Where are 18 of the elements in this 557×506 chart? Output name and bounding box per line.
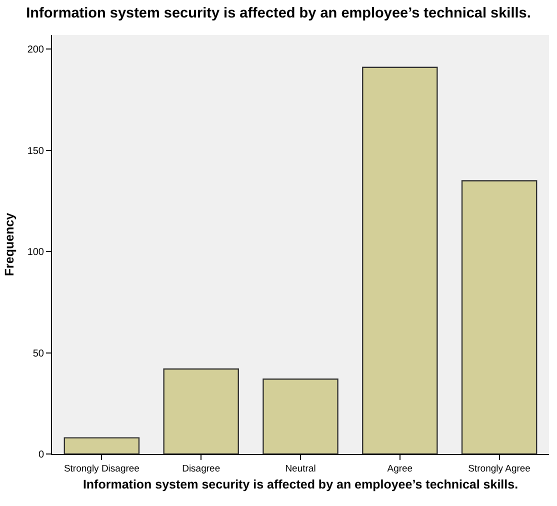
bar <box>461 180 538 454</box>
y-axis-title: Frequency <box>2 212 16 276</box>
bar <box>163 368 239 454</box>
bar <box>362 66 438 454</box>
x-tick-label: Strongly Agree <box>468 463 530 474</box>
chart-title: Information system security is affected by an employee’s technical skills. <box>26 6 531 22</box>
bar <box>64 437 140 454</box>
y-tick-label: 150 <box>27 146 44 157</box>
x-tick-label: Strongly Disagree <box>64 463 140 474</box>
bar <box>262 378 338 454</box>
x-tick-label: Agree <box>387 463 413 474</box>
y-tick-label: 100 <box>27 247 44 258</box>
x-tick-label: Disagree <box>182 463 220 474</box>
y-tick-label: 200 <box>27 44 44 56</box>
x-axis-title: Information system security is affected by an employee’s technical skills. <box>82 478 518 492</box>
y-tick-label: 0 <box>38 450 44 460</box>
x-tick-label: Neutral <box>285 463 316 474</box>
y-tick-label: 50 <box>32 348 44 360</box>
